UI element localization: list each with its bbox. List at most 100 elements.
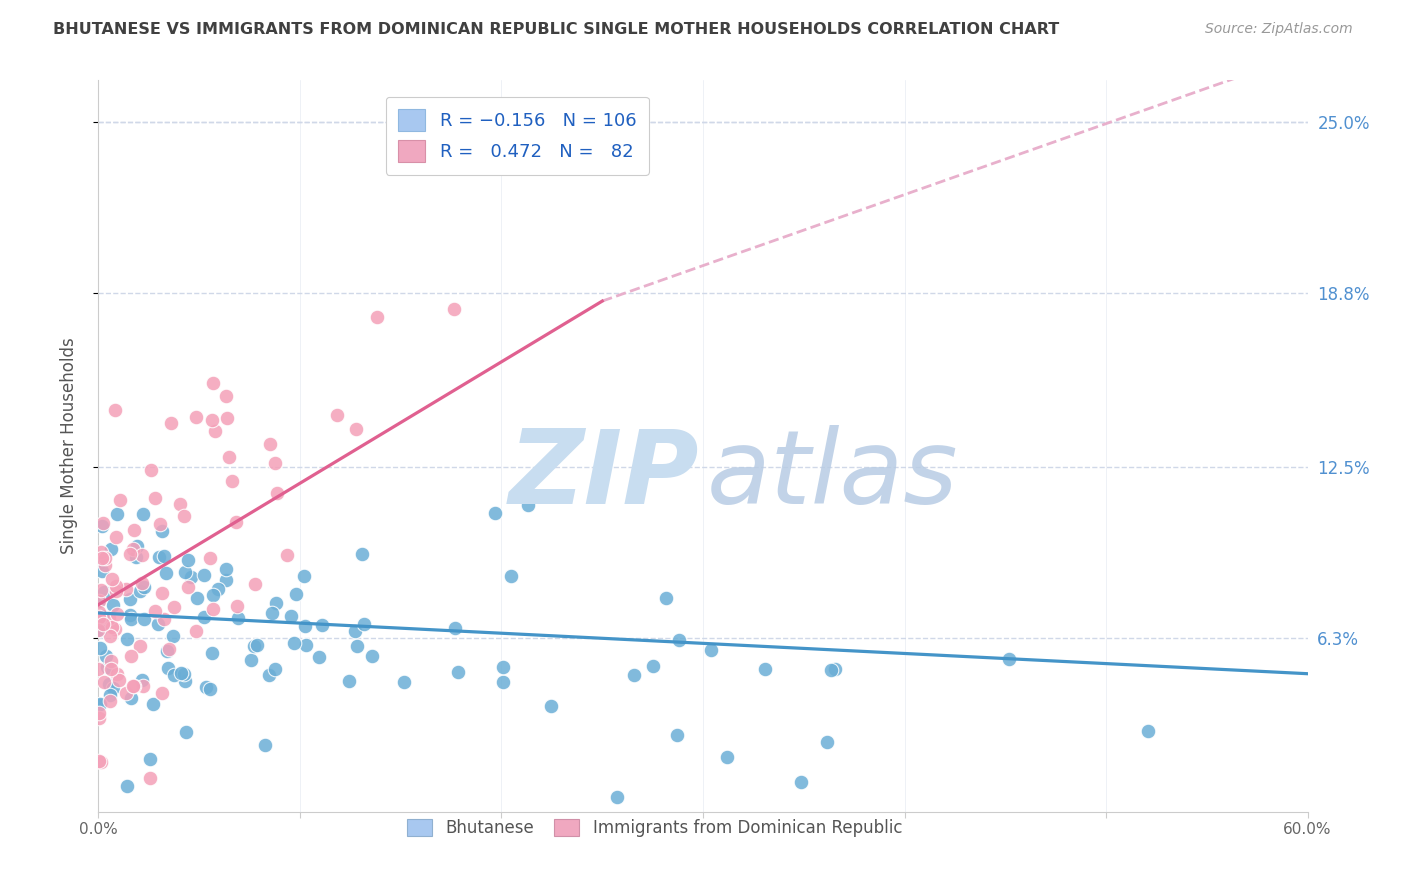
Point [174,725,197,739]
Point [447,665,470,680]
Point [184,624,207,638]
Point [259,436,281,450]
Point [163,668,186,682]
Point [87,624,110,638]
Point [115,779,138,793]
Point [699,643,721,657]
Point [124,549,146,564]
Point [87,754,110,768]
Point [146,617,169,632]
Point [93,675,115,690]
Point [98,629,121,643]
Point [90,551,112,566]
Point [186,591,208,605]
Point [266,486,288,500]
Point [665,728,688,742]
Point [101,598,124,612]
Point [668,632,690,647]
Point [150,686,173,700]
Point [122,680,145,694]
Point [94,551,117,566]
Point [98,611,121,625]
Point [131,548,153,562]
Point [128,583,150,598]
Point [139,771,162,785]
Point [754,662,776,676]
Point [193,568,215,582]
Point [226,611,249,625]
Point [104,578,127,592]
Point [108,493,131,508]
Point [194,680,217,694]
Point [207,582,229,596]
Point [101,620,124,634]
Point [156,644,179,658]
Point [157,661,180,675]
Point [89,697,111,711]
Point [120,612,142,626]
Text: BHUTANESE VS IMMIGRANTS FROM DOMINICAN REPUBLIC SINGLE MOTHER HOUSEHOLDS CORRELA: BHUTANESE VS IMMIGRANTS FROM DOMINICAN R… [53,22,1060,37]
Point [90,755,112,769]
Point [89,594,111,608]
Point [193,610,215,624]
Point [443,621,465,635]
Point [91,565,114,579]
Point [120,547,142,561]
Point [366,310,388,325]
Point [148,550,170,565]
Point [125,539,148,553]
Point [492,659,515,673]
Point [215,562,238,576]
Point [202,602,225,616]
Point [346,639,368,653]
Point [98,694,121,708]
Point [100,541,122,556]
Point [98,688,121,702]
Point [280,609,302,624]
Point [107,667,129,681]
Point [169,497,191,511]
Point [90,545,112,559]
Point [225,599,247,613]
Point [105,530,128,544]
Point [484,506,506,520]
Point [131,673,153,687]
Point [262,606,284,620]
Point [326,408,349,422]
Point [122,523,145,537]
Point [87,557,110,571]
Point [97,676,120,690]
Point [820,663,842,677]
Point [184,409,207,424]
Point [540,698,562,713]
Point [141,463,163,477]
Point [344,624,367,638]
Point [443,302,465,317]
Point [501,569,523,583]
Point [157,642,180,657]
Point [201,413,224,427]
Point [180,570,202,584]
Point [264,596,287,610]
Point [394,674,416,689]
Point [91,608,114,623]
Point [100,654,122,668]
Point [94,648,117,663]
Point [105,607,128,622]
Point [173,667,195,681]
Point [120,608,142,623]
Point [122,542,145,557]
Point [132,507,155,521]
Point [120,691,142,706]
Point [202,376,225,390]
Point [218,450,240,464]
Point [150,524,173,539]
Point [104,403,127,417]
Point [294,619,316,633]
Point [108,673,131,687]
Point [225,516,247,530]
Point [115,582,138,596]
Point [150,586,173,600]
Point [655,591,678,606]
Point [1136,723,1159,738]
